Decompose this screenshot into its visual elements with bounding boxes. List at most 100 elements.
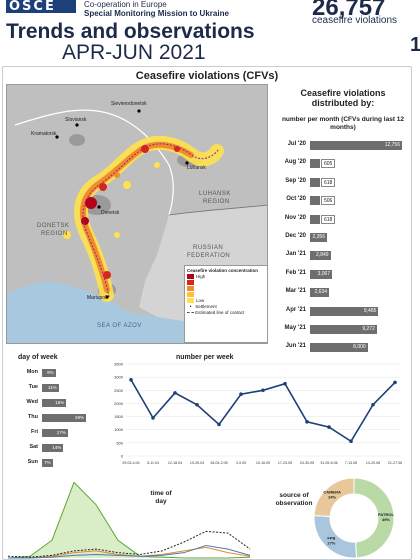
settlement-dot (105, 295, 109, 299)
legend-step (187, 292, 265, 298)
sea-label: SEA OF AZOV (97, 323, 142, 329)
cfv-spot (63, 231, 71, 239)
dow-row: Mon 9% (6, 368, 96, 378)
urban-area (69, 134, 85, 146)
month-bar: 618 (310, 214, 336, 224)
tod-series-line (7, 530, 251, 558)
month-label: Nov '20 (284, 214, 306, 221)
month-label: Aug '20 (284, 159, 306, 166)
settlement-dot (185, 161, 189, 165)
dow-label: Sat (29, 444, 38, 450)
region-label: RUSSIAN (193, 245, 224, 251)
x-tick-label: 31.05-6.06 (320, 461, 337, 465)
month-value-label: 9,272 (362, 326, 375, 332)
month-bar: 8,000 (310, 343, 368, 353)
legend-high: High (187, 274, 265, 280)
month-label: Jul '20 (287, 141, 306, 147)
month-value-label: 9,485 (363, 307, 377, 314)
dow-label: Wed (26, 399, 38, 405)
month-value-label: 3,067 (317, 270, 331, 277)
page-title: Trends and observations (6, 20, 255, 43)
region-border (14, 109, 174, 216)
dow-row: Sun 7% (6, 458, 96, 468)
x-tick-label: 10-16.05 (256, 461, 270, 465)
legend-settlement: • Settlement (189, 304, 217, 309)
settlement-dot (97, 205, 101, 209)
month-value-label: 618 (321, 214, 336, 224)
month-value-label: 506 (321, 196, 336, 206)
card-title: Ceasefire violations (CFVs) (135, 70, 279, 82)
month-value-label: 12,756 (384, 142, 400, 148)
x-tick-label: 17-23.05 (278, 461, 292, 465)
y-tick-label: 500 (116, 440, 123, 445)
y-tick-label: 1500 (114, 414, 124, 419)
source-title: source of observation (275, 492, 313, 507)
contact-line (82, 143, 220, 298)
month-bar: 3,067 (310, 269, 333, 279)
month-value-label: 8,000 (353, 344, 366, 351)
month-bar: 2,849 (310, 251, 331, 261)
place-label: Luhansk (187, 165, 206, 171)
time-of-day-chart (7, 481, 251, 559)
x-tick-label: 3-9.05 (236, 461, 246, 465)
weekly-line-chart: 0 500 1000 1500 2000 2500 3000 3500 29.03-4.04 5-… (114, 362, 402, 466)
x-tick-label: 29.03-4.04 (122, 461, 139, 465)
y-tick-label: 2000 (114, 401, 124, 406)
weekly-point (151, 416, 155, 420)
dow-row: Wed 16% (6, 398, 96, 408)
weekly-point (195, 402, 199, 407)
month-value-label: 605 (321, 159, 336, 169)
month-label: Mar '21 (285, 288, 306, 295)
dow-bar: 9% (42, 369, 56, 377)
month-bar: 2,634 (310, 288, 329, 298)
cut-off-number: 1 (410, 34, 420, 56)
month-bar: 12,756 (310, 141, 402, 150)
weekly-point (129, 377, 133, 382)
tod-area (8, 482, 250, 558)
month-row: Dec '20 2,356 (272, 231, 410, 245)
region-label: LUHANSK (199, 191, 231, 197)
cfv-spot (114, 232, 120, 238)
month-label: Apr '21 (285, 306, 306, 313)
y-tick-label: 3500 (114, 362, 124, 367)
dow-title: day of week (18, 354, 58, 361)
map-graphic (7, 85, 267, 321)
region-label: REGION (41, 231, 68, 237)
month-row: Jan '21 2,849 (272, 249, 410, 263)
distribution-heading: Ceasefire violations distributed by: (300, 88, 386, 108)
dow-label: Tue (28, 384, 38, 390)
month-label: Dec '20 (285, 233, 306, 239)
month-row: Apr '21 9,485 (272, 305, 410, 319)
x-tick-label: 14-20.06 (366, 461, 380, 465)
weekly-point (305, 420, 309, 424)
month-row: Sep '20 618 (272, 176, 410, 190)
tod-series-line (7, 481, 251, 559)
weekly-point (261, 388, 265, 393)
place-label: Donetsk (101, 210, 120, 216)
cfv-hotspot (103, 271, 111, 279)
place-label: Kramatorsk (31, 131, 57, 137)
tod-title: time of day (150, 490, 172, 505)
dow-bar: 17% (42, 429, 68, 437)
x-tick-label: 21-27.06 (388, 461, 402, 465)
weekly-point (283, 381, 287, 386)
org-line-2: Special Monitoring Mission to Ukraine (84, 9, 229, 18)
country-border (168, 204, 267, 216)
report-period: APR-JUN 2021 (62, 41, 206, 64)
donut-slice-label: CAMERA (323, 490, 341, 495)
cfv-hotspot (99, 183, 107, 191)
month-value-label: 2,849 (316, 252, 329, 259)
month-label: May '21 (284, 325, 306, 331)
weekly-point (217, 422, 221, 427)
y-tick-label: 2500 (114, 388, 124, 393)
report-header: OSCE Co-operation in Europe Special Moni… (0, 0, 420, 66)
dow-label: Mon (26, 369, 38, 375)
settlement-dot (75, 123, 79, 127)
cfv-heatmap-map: Sievierodonetsk Kramatorsk Sloviansk Luh… (6, 84, 268, 344)
dow-row: Sat 14% (6, 443, 96, 453)
donut-slice (313, 477, 355, 518)
dow-row: Fri 17% (6, 428, 96, 438)
place-label: Sloviansk (65, 117, 87, 123)
region-label: DONETSK (37, 223, 70, 229)
